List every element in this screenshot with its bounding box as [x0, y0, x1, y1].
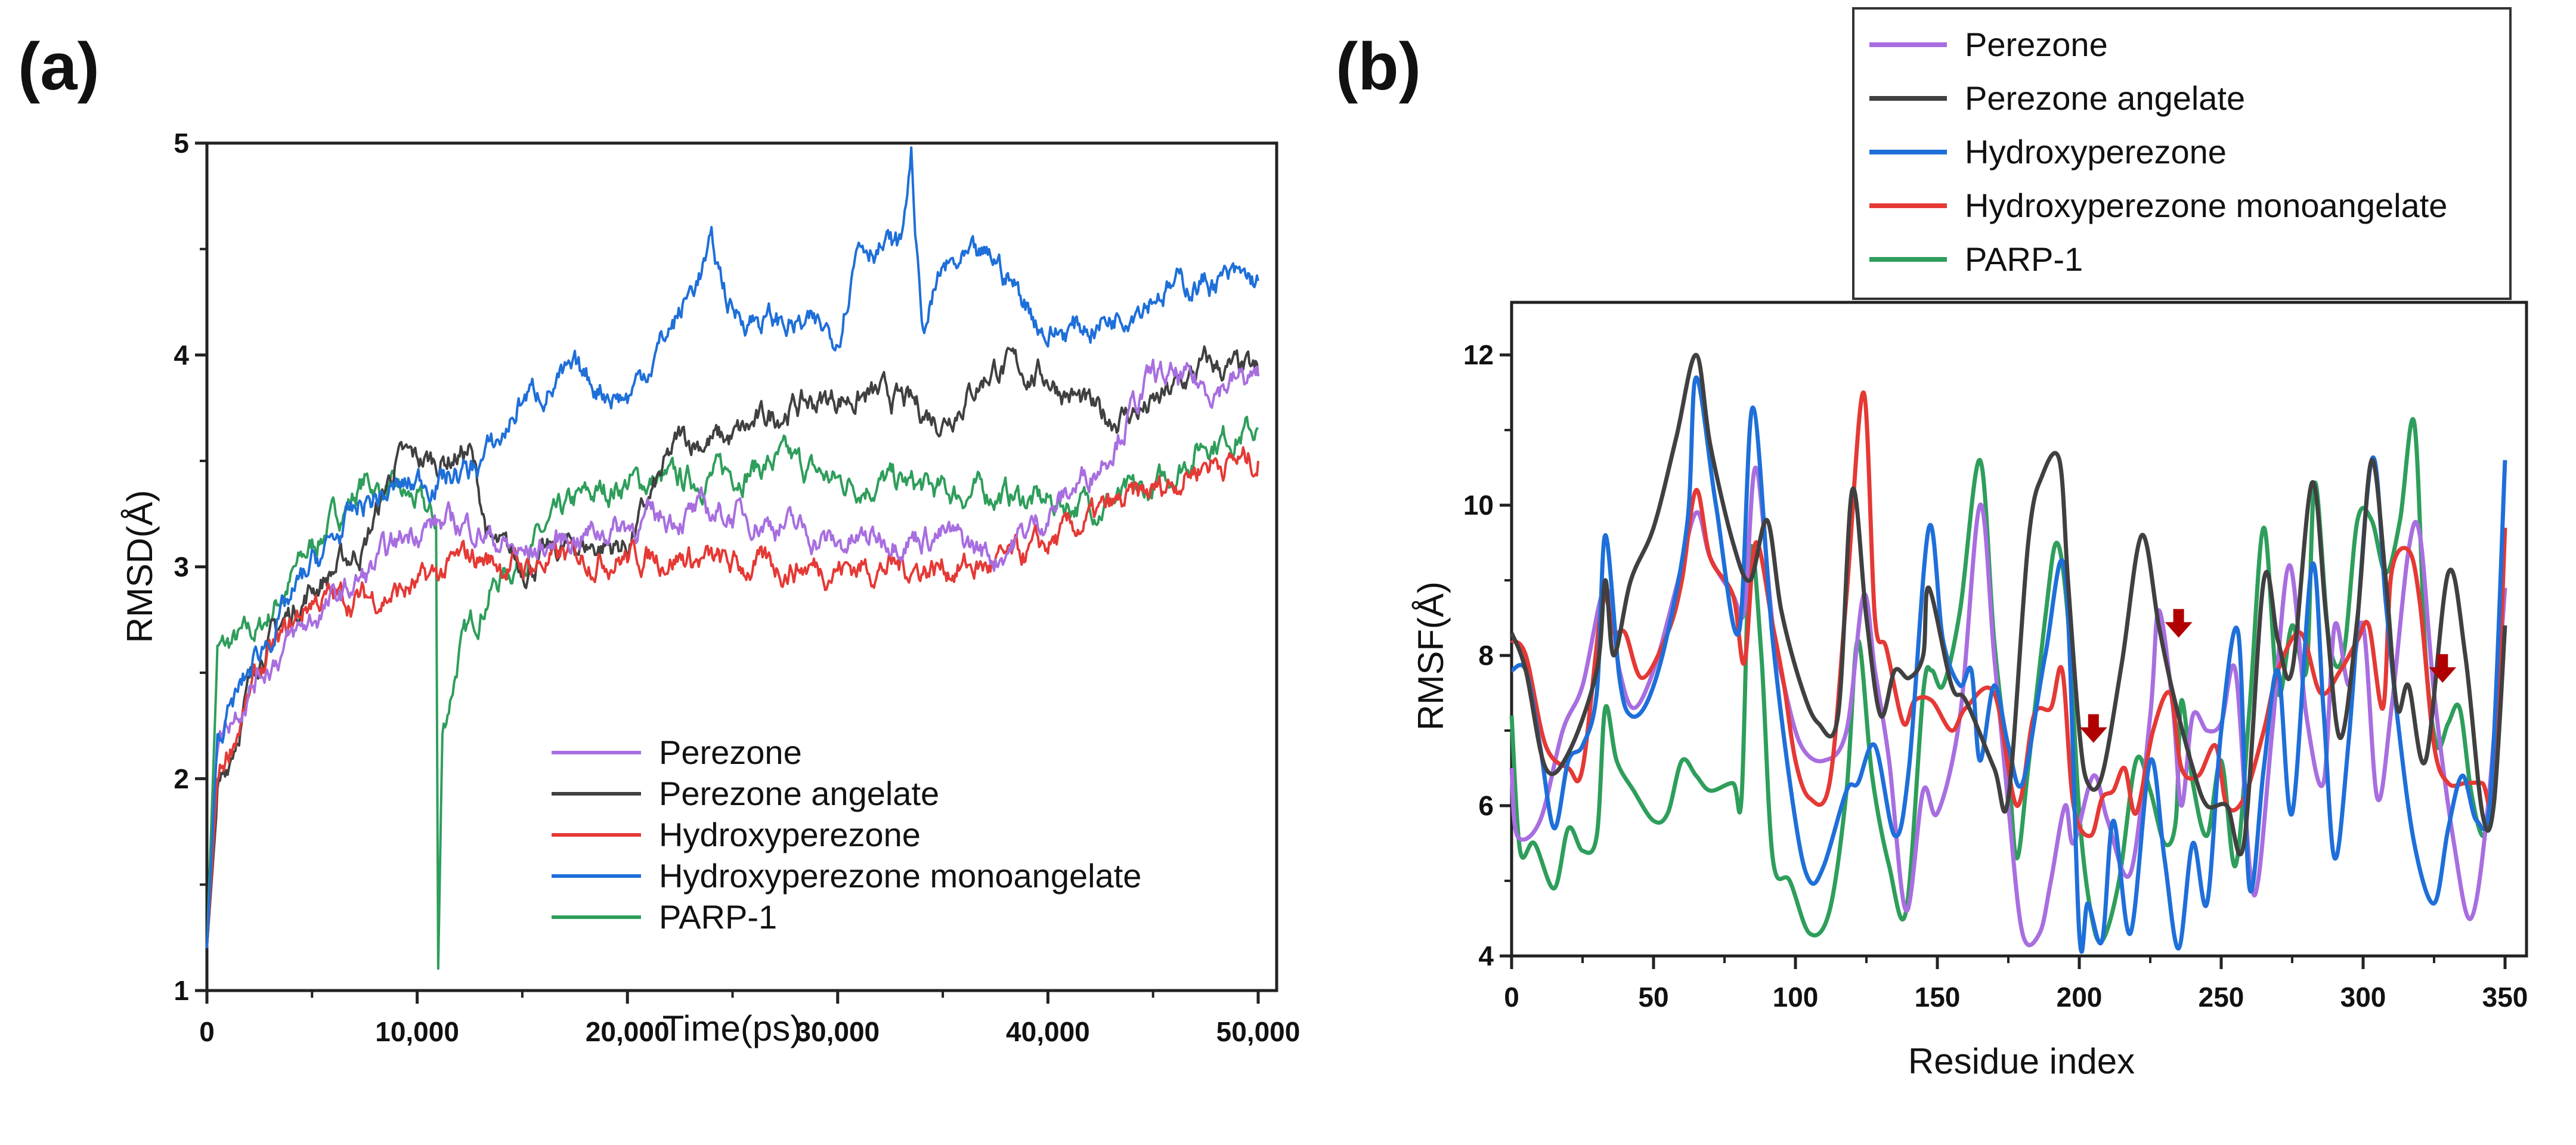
- x-tick-label: 300: [2340, 982, 2386, 1013]
- x-tick-label: 50: [1638, 982, 1668, 1013]
- x-tick-label: 150: [1915, 982, 1961, 1013]
- legend-item: Hydroxyperezone monoangelate: [1869, 187, 2447, 224]
- x-axis-title-a: Time(ps): [662, 1008, 802, 1048]
- x-tick-label: 100: [1773, 982, 1819, 1013]
- legend-item: Perezone angelate: [552, 775, 939, 812]
- series-line-perezone: [206, 358, 1259, 949]
- x-tick-label: 0: [199, 1016, 215, 1047]
- x-tick-label: 40,000: [1006, 1016, 1090, 1047]
- y-axis-title-b: RMSF(Å): [1411, 581, 1451, 731]
- y-axis-title-a: RMSD(Å): [120, 490, 160, 643]
- x-axis-title-b: Residue index: [1908, 1041, 2135, 1081]
- legend-item: Perezone: [552, 734, 802, 771]
- rmsd-chart: 0 10,000 20,000 30,000 40,000 50,000 1 2 3 4 5 Pere…: [174, 128, 1300, 1047]
- y-tick-label: 10: [1463, 490, 1494, 521]
- legend-item: Perezone angelate: [1869, 79, 2245, 117]
- legend: Perezone Perezone angelate Hydroxyperezone…: [552, 734, 1141, 936]
- series-line-parp-1: [1509, 417, 2493, 944]
- y-tick-label: 5: [174, 128, 189, 159]
- legend-label: Perezone angelate: [1965, 79, 2245, 117]
- panel-label-b: (b): [1336, 29, 1421, 104]
- y-tick-label: 8: [1478, 640, 1494, 671]
- rmsf-chart: 0 50 100 150 200 250 300 3504681012PerezonePere…: [1463, 7, 2528, 1013]
- legend-item: Hydroxyperezone monoangelate: [552, 857, 1141, 895]
- y-tick-label: 3: [174, 552, 189, 583]
- legend-label: Perezone: [1965, 26, 2108, 63]
- legend-label: PARP-1: [659, 898, 777, 936]
- legend-label: Perezone angelate: [659, 775, 939, 812]
- x-tick-label: 20,000: [586, 1016, 670, 1047]
- y-tick-label: 4: [1478, 940, 1494, 971]
- arrow-down-icon: [2429, 654, 2457, 683]
- legend-label: Perezone: [659, 734, 802, 771]
- y-tick-label: 2: [174, 763, 189, 794]
- legend: Perezone Perezone angelate Hydroxyperezone…: [1852, 7, 2512, 300]
- x-tick-label: 10,000: [375, 1016, 459, 1047]
- legend-item: Hydroxyperezone: [552, 816, 921, 853]
- y-tick-label: 6: [1478, 790, 1494, 821]
- series-line-hydroxyperezone-monoangelate: [1510, 390, 2507, 838]
- x-tick-label: 350: [2482, 982, 2528, 1013]
- arrow-down-icon: [2165, 609, 2193, 638]
- y-tick-label: 1: [174, 975, 189, 1006]
- legend-label: PARP-1: [1965, 240, 2083, 278]
- x-tick-label: 0: [1504, 982, 1519, 1013]
- legend-label: Hydroxyperezone monoangelate: [1965, 187, 2447, 224]
- series-line-hydroxyperezone: [1510, 375, 2507, 954]
- legend-label: Hydroxyperezone: [1965, 133, 2227, 171]
- legend-item: Perezone: [1869, 26, 2108, 63]
- legend-box: [1852, 7, 2512, 300]
- series-line-hydroxyperezone-monoangelate: [206, 146, 1259, 949]
- panel-label-a: (a): [18, 29, 100, 104]
- x-tick-label: 50,000: [1216, 1016, 1301, 1047]
- x-tick-label: 200: [2057, 982, 2103, 1013]
- legend-label: Hydroxyperezone: [659, 816, 921, 853]
- series-line-perezone-angelate: [1509, 352, 2507, 857]
- legend-item: PARP-1: [552, 898, 777, 936]
- y-tick-label: 4: [174, 339, 189, 370]
- series-line-hydroxyperezone: [206, 446, 1259, 949]
- x-tick-label: 250: [2199, 982, 2244, 1013]
- legend-item: PARP-1: [1869, 240, 2083, 278]
- x-tick-label: 30,000: [795, 1016, 880, 1047]
- arrow-down-icon: [2079, 714, 2107, 743]
- plot-frame: [1510, 301, 2528, 958]
- legend-label: Hydroxyperezone monoangelate: [659, 857, 1141, 895]
- legend-item: Hydroxyperezone: [1869, 133, 2227, 171]
- y-tick-label: 12: [1463, 339, 1494, 370]
